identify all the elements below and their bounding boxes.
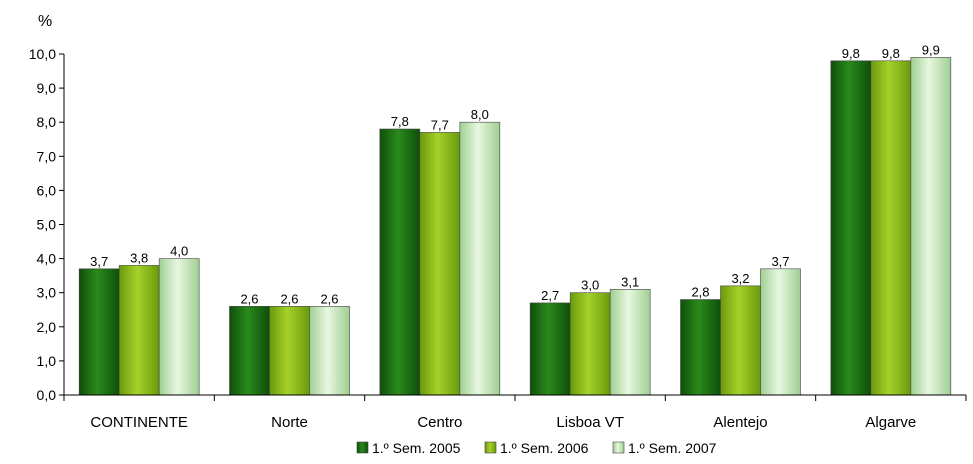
bar-data-label: 3,7 [771, 254, 789, 269]
legend-label: 1.º Sem. 2006 [500, 440, 589, 456]
y-tick-label: 5,0 [37, 217, 57, 233]
bar-data-label: 9,8 [842, 46, 860, 61]
bar-data-label: 3,0 [581, 278, 599, 293]
bar-data-label: 2,8 [691, 285, 709, 300]
bar-0-3 [529, 302, 571, 396]
bar-data-label: 7,7 [431, 117, 449, 132]
legend-swatch [484, 441, 497, 454]
y-tick-label: 10,0 [29, 46, 56, 62]
x-tick-label: Lisboa VT [556, 414, 624, 431]
legend-swatch [612, 441, 625, 454]
legend: 1.º Sem. 2005 1.º Sem. 2006 1.º Sem. 2007 [356, 440, 717, 456]
x-tick-label: Alentejo [713, 414, 767, 431]
bar-data-label: 3,2 [731, 271, 749, 286]
bar-0-2 [379, 128, 421, 396]
bar-data-label: 3,8 [130, 250, 148, 265]
bar-0-0 [78, 268, 120, 396]
x-tick-label: Norte [271, 414, 308, 431]
bar-0-4 [680, 299, 721, 396]
bar-data-label: 2,6 [280, 291, 298, 306]
chart-axes [63, 54, 967, 401]
x-tick-label: Algarve [865, 414, 916, 431]
x-tick-label: CONTINENTE [90, 414, 188, 431]
x-tick-label: Centro [417, 414, 462, 431]
bar-2-2 [459, 121, 501, 396]
bar-2-0 [158, 258, 200, 396]
bar-2-3 [609, 288, 651, 396]
y-tick-label: 4,0 [37, 251, 57, 267]
bar-data-label: 2,7 [541, 288, 559, 303]
bar-0-5 [830, 60, 872, 396]
bar-1-1 [269, 306, 310, 396]
y-axis-label: % [38, 13, 52, 30]
legend-swatch [356, 441, 369, 454]
y-axis-ticks: 0,0 1,0 2,0 3,0 4,0 5,0 6,0 7,0 8,0 9,0 10,0 [29, 46, 64, 403]
y-tick-label: 8,0 [37, 114, 57, 130]
y-tick-label: 7,0 [37, 148, 57, 164]
y-tick-label: 9,0 [37, 80, 57, 96]
bar-data-label: 3,7 [90, 254, 108, 269]
bar-data-label: 9,9 [922, 42, 940, 57]
bar-data-label: 3,1 [621, 274, 639, 289]
bar-2-1 [309, 306, 350, 396]
bar-1-4 [720, 285, 761, 396]
x-axis-tick-labels: CONTINENTE Norte Centro Lisboa VT Alentejo Al… [90, 414, 916, 431]
bar-0-1 [229, 306, 270, 396]
bar-1-2 [419, 132, 461, 396]
bar-1-0 [118, 265, 160, 396]
y-tick-label: 1,0 [37, 353, 57, 369]
bar-series [78, 57, 952, 396]
bar-1-3 [569, 292, 611, 396]
bar-data-labels: 3,7 2,6 7,8 2,7 2,8 9,8 3,8 2,6 7,7 3,0 3,2 9,8 4,0 2… [90, 42, 940, 306]
y-tick-label: 2,0 [37, 319, 57, 335]
bar-data-label: 9,8 [882, 46, 900, 61]
bar-data-label: 4,0 [170, 244, 188, 259]
bar-data-label: 7,8 [391, 114, 409, 129]
bar-data-label: 2,6 [320, 291, 338, 306]
bar-2-4 [760, 268, 801, 396]
y-tick-label: 3,0 [37, 285, 57, 301]
legend-label: 1.º Sem. 2007 [628, 440, 717, 456]
bar-2-5 [910, 57, 952, 396]
y-tick-label: 0,0 [37, 387, 57, 403]
bar-1-5 [870, 60, 912, 396]
legend-label: 1.º Sem. 2005 [372, 440, 461, 456]
bar-data-label: 2,6 [240, 291, 258, 306]
bar-data-label: 8,0 [471, 107, 489, 122]
y-tick-label: 6,0 [37, 182, 57, 198]
